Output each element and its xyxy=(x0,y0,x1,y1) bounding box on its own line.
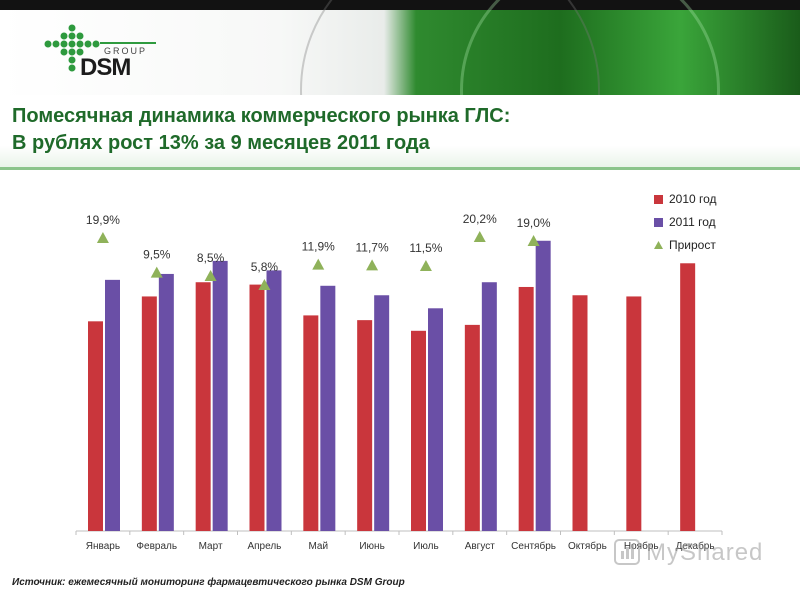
x-tick-label-3: Апрель xyxy=(247,541,281,552)
bar-2010-7 xyxy=(464,324,480,531)
x-tick-label-2: Март xyxy=(199,541,223,552)
watermark-text: MyShared xyxy=(646,539,764,566)
bar-2010-6 xyxy=(411,330,426,531)
growth-label-8: 19,0% xyxy=(517,216,551,230)
bar-2011-5 xyxy=(374,295,390,531)
bar-2010-9 xyxy=(572,295,588,531)
legend-swatch-2010 xyxy=(654,195,663,204)
bar-2010-5 xyxy=(357,320,373,531)
bar-2011-6 xyxy=(428,308,443,531)
bar-2011-2 xyxy=(212,260,228,531)
monthly-market-chart: Январь 19,9% Февраль 9,5% Март 8,5% Апрель 5,8%… xyxy=(75,192,723,552)
page-title-line-2: В рублях рост 13% за 9 месяцев 2011 года xyxy=(12,132,430,154)
growth-marker-4 xyxy=(312,258,325,270)
x-tick-label-4: Май xyxy=(308,541,328,552)
growth-marker-1 xyxy=(150,266,163,278)
growth-label-6: 11,5% xyxy=(409,241,442,255)
bar-2010-3 xyxy=(249,284,265,531)
growth-label-5: 11,7% xyxy=(356,240,389,254)
legend-swatch-2011 xyxy=(654,218,663,227)
page-title-line-1: Помесячная динамика коммерческого рынка … xyxy=(12,105,511,127)
bar-2011-3 xyxy=(266,270,282,531)
x-tick-label-11: Декабрь xyxy=(676,540,715,552)
bar-2011-4 xyxy=(320,285,336,531)
logo-text: DSM xyxy=(80,54,131,81)
bar-2011-1 xyxy=(158,273,174,531)
growth-label-2: 8,5% xyxy=(197,251,225,265)
growth-marker-7 xyxy=(473,231,486,242)
x-tick-label-0: Январь xyxy=(86,541,120,552)
bar-2010-0 xyxy=(88,321,103,531)
bar-2010-4 xyxy=(303,315,319,531)
growth-label-0: 19,9% xyxy=(86,213,120,227)
x-tick-label-6: Июль xyxy=(413,541,439,552)
bar-2010-1 xyxy=(141,296,157,531)
growth-label-3: 5,8% xyxy=(251,260,279,274)
growth-label-7: 20,2% xyxy=(463,212,497,226)
x-tick-label-1: Февраль xyxy=(136,541,177,552)
watermark: MyShared xyxy=(612,537,782,571)
legend-swatch-growth xyxy=(654,241,663,249)
x-tick-label-9: Октябрь xyxy=(568,540,607,552)
dsm-logo-icon xyxy=(44,24,156,72)
bar-2010-8 xyxy=(518,286,534,531)
source-note: Источник: ежемесячный мониторинг фармаце… xyxy=(12,577,405,588)
x-tick-label-8: Сентябрь xyxy=(511,540,556,552)
bar-2010-11 xyxy=(680,263,696,531)
growth-marker-8 xyxy=(527,235,540,246)
growth-label-4: 11,9% xyxy=(302,240,335,254)
growth-marker-3 xyxy=(258,279,271,290)
growth-marker-0 xyxy=(96,232,109,243)
bar-2010-10 xyxy=(626,296,642,531)
growth-marker-6 xyxy=(419,260,432,271)
title-area: Помесячная динамика коммерческого рынка … xyxy=(0,95,800,170)
logo-group-text: GROUP xyxy=(104,46,148,56)
clock-decoration-2 xyxy=(460,0,720,95)
header-banner: GROUP DSM xyxy=(0,0,800,95)
growth-label-1: 9,5% xyxy=(143,248,171,262)
legend-label-growth: Прирост xyxy=(669,238,716,252)
bar-2010-2 xyxy=(195,282,211,531)
growth-marker-2 xyxy=(204,270,217,281)
legend-label-2010: 2010 год xyxy=(669,192,717,206)
growth-marker-5 xyxy=(366,259,379,271)
bar-2011-8 xyxy=(535,240,551,531)
legend-label-2011: 2011 год xyxy=(669,215,716,229)
bar-2011-0 xyxy=(105,279,120,531)
x-tick-label-7: Август xyxy=(465,541,496,552)
watermark-icon xyxy=(614,539,640,565)
x-tick-label-5: Июнь xyxy=(359,541,384,552)
bar-2011-7 xyxy=(481,282,497,531)
